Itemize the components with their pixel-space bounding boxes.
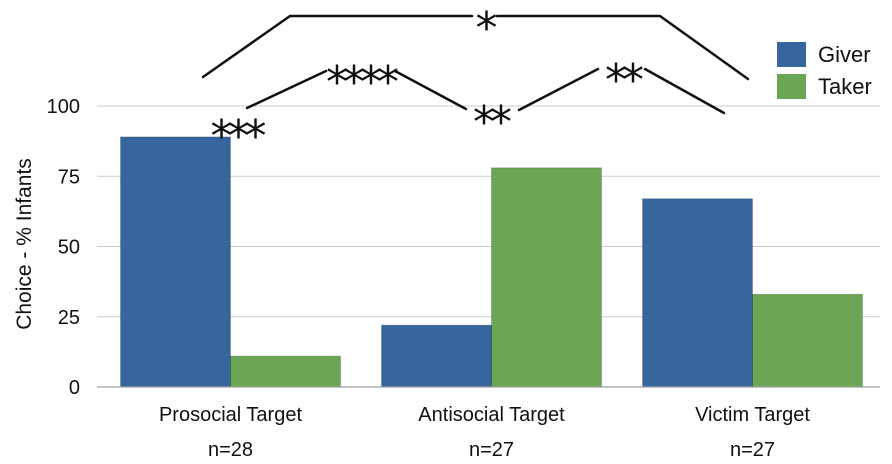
significance-bracket	[201, 14, 474, 79]
significance-marker: ***	[211, 111, 271, 162]
significance-bracket	[245, 69, 328, 110]
significance-marker: *	[201, 3, 750, 81]
legend-swatch-taker	[777, 74, 806, 99]
significance-label: **	[473, 97, 511, 148]
bar-taker-victim-target	[752, 293, 863, 388]
significance-label: ***	[211, 111, 266, 162]
bar-taker-prosocial-target	[230, 355, 341, 388]
y-tick-label: 0	[69, 377, 80, 399]
significance-bracket	[393, 69, 468, 111]
significance-marker: ****	[245, 57, 468, 111]
significance-bracket	[495, 14, 750, 81]
significance-marker: **	[473, 97, 516, 148]
y-tick-label: 75	[58, 166, 80, 188]
significance-marker: **	[517, 55, 726, 115]
sample-size-label: n=27	[469, 439, 514, 461]
sample-size-label: n=27	[730, 439, 775, 461]
bar-taker-antisocial-target	[491, 167, 602, 388]
y-axis-title: Choice - % Infants	[13, 158, 36, 330]
bar-giver-prosocial-target	[120, 136, 231, 388]
bars	[120, 136, 863, 388]
y-axis-ticks: 0 25 50 75 100	[47, 96, 80, 399]
y-tick-label: 100	[47, 96, 80, 118]
significance-bracket	[517, 67, 600, 112]
legend-label-taker: Taker	[818, 74, 872, 99]
bar-giver-antisocial-target	[381, 324, 492, 388]
legend: Giver Taker	[777, 42, 872, 99]
category-label-victim-target: Victim Target	[695, 404, 810, 426]
significance-annotations: ***** ***** **	[201, 3, 750, 162]
category-label-prosocial-target: Prosocial Target	[159, 404, 302, 426]
sample-size-label: n=28	[208, 439, 253, 461]
legend-swatch-giver	[777, 42, 806, 67]
legend-label-giver: Giver	[818, 42, 871, 67]
y-tick-label: 25	[58, 307, 80, 329]
bar-giver-victim-target	[642, 198, 753, 388]
significance-bracket	[643, 67, 726, 115]
category-label-antisocial-target: Antisocial Target	[418, 404, 565, 426]
significance-label: *	[476, 3, 497, 54]
y-tick-label: 50	[58, 237, 80, 259]
significance-label: **	[605, 55, 643, 106]
significance-label: ****	[326, 57, 398, 108]
x-axis-categories: Prosocial Target n=28 Antisocial Target n=2…	[159, 404, 810, 461]
